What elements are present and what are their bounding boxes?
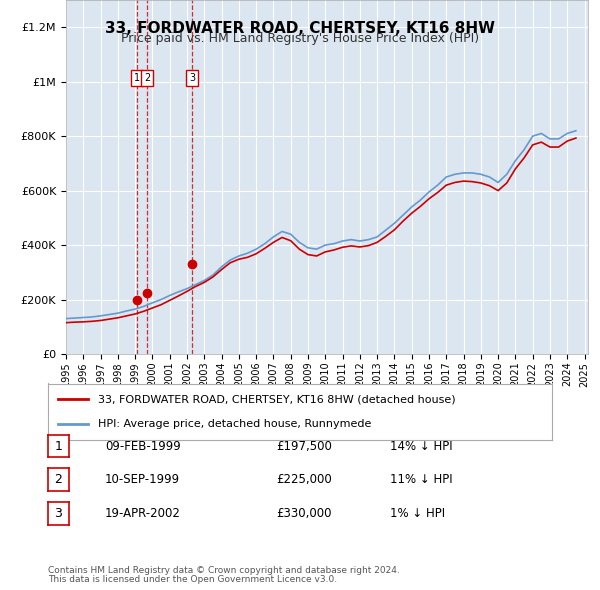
Text: 19-APR-2002: 19-APR-2002: [105, 507, 181, 520]
Text: £330,000: £330,000: [276, 507, 331, 520]
Text: 3: 3: [55, 507, 62, 520]
Text: 2: 2: [144, 73, 151, 83]
Text: HPI: Average price, detached house, Runnymede: HPI: Average price, detached house, Runn…: [98, 419, 372, 429]
Text: £225,000: £225,000: [276, 473, 332, 486]
Text: 33, FORDWATER ROAD, CHERTSEY, KT16 8HW (detached house): 33, FORDWATER ROAD, CHERTSEY, KT16 8HW (…: [98, 394, 456, 404]
Text: 1: 1: [55, 440, 62, 453]
Text: 2: 2: [55, 473, 62, 486]
Text: £197,500: £197,500: [276, 440, 332, 453]
Text: 1% ↓ HPI: 1% ↓ HPI: [390, 507, 445, 520]
Text: 3: 3: [189, 73, 195, 83]
Text: Price paid vs. HM Land Registry's House Price Index (HPI): Price paid vs. HM Land Registry's House …: [121, 32, 479, 45]
Text: 09-FEB-1999: 09-FEB-1999: [105, 440, 181, 453]
Text: 14% ↓ HPI: 14% ↓ HPI: [390, 440, 452, 453]
Text: 33, FORDWATER ROAD, CHERTSEY, KT16 8HW: 33, FORDWATER ROAD, CHERTSEY, KT16 8HW: [105, 21, 495, 35]
Text: 11% ↓ HPI: 11% ↓ HPI: [390, 473, 452, 486]
Text: Contains HM Land Registry data © Crown copyright and database right 2024.: Contains HM Land Registry data © Crown c…: [48, 566, 400, 575]
Text: This data is licensed under the Open Government Licence v3.0.: This data is licensed under the Open Gov…: [48, 575, 337, 584]
Text: 10-SEP-1999: 10-SEP-1999: [105, 473, 180, 486]
Text: 1: 1: [134, 73, 140, 83]
